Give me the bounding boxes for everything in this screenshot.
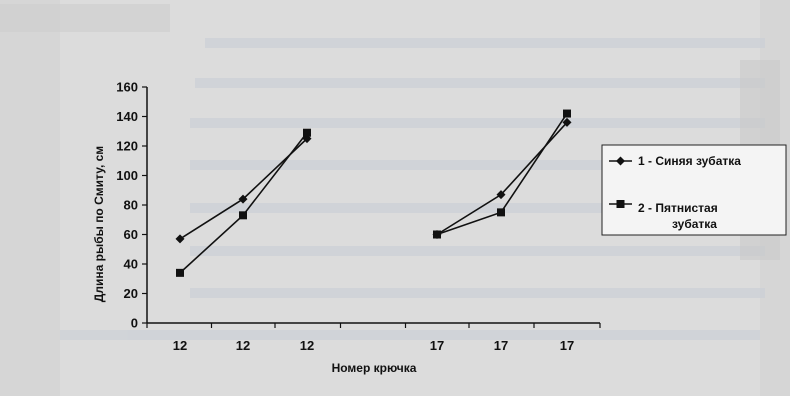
y-tick-label: 140	[116, 109, 138, 124]
series-2	[176, 109, 571, 277]
series-layer	[175, 109, 572, 277]
data-point-square	[176, 268, 184, 277]
data-point-diamond	[238, 194, 248, 204]
x-axis: 12 12 12 17 17 17	[146, 322, 601, 353]
x-tick-label: 17	[430, 338, 444, 353]
x-tick-label: 12	[300, 338, 314, 353]
legend-box	[601, 144, 787, 236]
y-tick-label: 100	[116, 168, 138, 183]
y-tick-label: 160	[116, 80, 138, 95]
data-point-square	[433, 230, 441, 239]
legend-marker-diamond	[616, 156, 625, 166]
data-point-diamond	[175, 234, 185, 244]
legend: 1 - Синяя зубатка 2 - Пятнистая зубатка	[601, 144, 787, 236]
data-point-diamond	[562, 117, 572, 127]
legend-marker-square	[616, 200, 625, 208]
y-tick-label: 0	[131, 316, 138, 331]
legend-label-1: 1 - Синяя зубатка	[638, 154, 741, 168]
data-point-square	[563, 109, 571, 118]
x-tick-label: 12	[236, 338, 250, 353]
legend-label-2-line-2: зубатка	[672, 217, 717, 231]
y-tick-label: 40	[124, 257, 138, 272]
series-line	[179, 138, 308, 240]
legend-label-2-line-1: 2 - Пятнистая	[638, 201, 718, 215]
data-point-diamond	[496, 190, 506, 200]
y-axis-title: Длина рыбы по Смиту, см	[92, 146, 106, 302]
x-tick-label: 12	[173, 338, 187, 353]
data-point-square	[303, 128, 311, 137]
data-point-square	[239, 211, 247, 220]
x-axis-title: Номер крючка	[332, 361, 417, 375]
series-line	[436, 121, 568, 236]
y-tick-label: 80	[124, 198, 138, 213]
x-tick-label: 17	[560, 338, 574, 353]
y-tick-label: 20	[124, 286, 138, 301]
y-tick-label: 60	[124, 227, 138, 242]
y-axis: 0 20 40 60 80 100 120 140 160	[116, 80, 148, 331]
y-tick-label: 120	[116, 139, 138, 154]
data-point-square	[497, 208, 505, 217]
x-tick-label: 17	[494, 338, 508, 353]
series-1	[175, 117, 572, 244]
legend-label-2: 2 - Пятнистая зубатка	[638, 201, 721, 231]
